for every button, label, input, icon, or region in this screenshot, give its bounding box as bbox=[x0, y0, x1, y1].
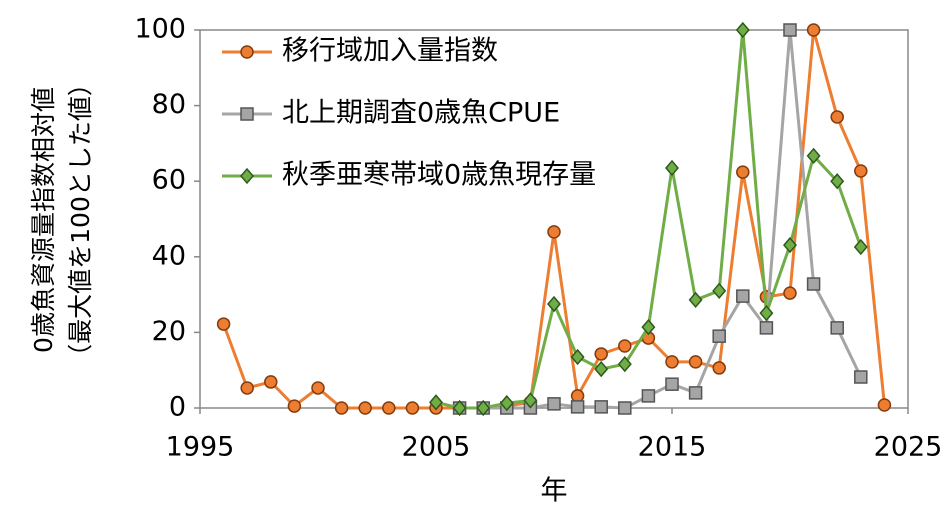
marker bbox=[712, 361, 726, 375]
marker bbox=[547, 295, 561, 313]
marker bbox=[712, 282, 727, 299]
marker bbox=[570, 389, 585, 403]
marker bbox=[735, 21, 750, 39]
marker bbox=[382, 401, 396, 415]
marker bbox=[830, 173, 845, 190]
legend-marker bbox=[240, 167, 254, 185]
marker bbox=[452, 399, 467, 417]
marker bbox=[665, 355, 679, 369]
marker bbox=[358, 401, 372, 415]
marker bbox=[736, 165, 750, 179]
marker bbox=[783, 236, 797, 254]
marker bbox=[688, 386, 703, 400]
marker bbox=[830, 321, 844, 335]
plot-frame bbox=[199, 29, 909, 409]
legend-label: 秋季亜寒帯域0歳魚現存量 bbox=[282, 160, 596, 191]
marker bbox=[759, 304, 774, 322]
y-tick-label: 20 bbox=[152, 316, 186, 347]
marker bbox=[641, 389, 656, 403]
legend-label: 移行域加入量指数 bbox=[282, 36, 498, 67]
marker bbox=[853, 238, 868, 256]
marker bbox=[216, 317, 231, 331]
marker bbox=[287, 399, 302, 413]
marker bbox=[264, 375, 278, 389]
marker bbox=[854, 370, 868, 384]
marker bbox=[783, 286, 797, 300]
marker bbox=[877, 398, 892, 412]
legend-marker bbox=[240, 107, 254, 121]
y-tick-label: 80 bbox=[152, 89, 186, 120]
marker bbox=[570, 348, 585, 366]
y-tick-label: 40 bbox=[152, 240, 186, 271]
marker bbox=[759, 321, 774, 335]
marker bbox=[617, 355, 632, 373]
marker bbox=[405, 401, 420, 415]
marker bbox=[594, 360, 609, 378]
y-tick-label: 100 bbox=[134, 14, 186, 45]
legend-marker bbox=[240, 45, 254, 59]
marker bbox=[429, 394, 443, 411]
y-axis-label: 0歳魚資源量指数相対値 bbox=[29, 87, 58, 353]
y-tick-label: 60 bbox=[152, 165, 186, 196]
marker bbox=[665, 159, 679, 177]
x-tick-label: 2015 bbox=[638, 432, 707, 463]
marker bbox=[806, 277, 821, 291]
marker bbox=[547, 225, 561, 239]
marker bbox=[523, 392, 538, 409]
marker bbox=[854, 164, 868, 178]
y-axis-label: （最大値を100とした値） bbox=[66, 71, 95, 369]
marker bbox=[736, 289, 750, 303]
marker bbox=[334, 401, 349, 415]
marker bbox=[618, 401, 632, 415]
marker bbox=[499, 394, 514, 412]
marker bbox=[618, 339, 632, 353]
marker bbox=[641, 318, 656, 336]
marker bbox=[783, 23, 797, 37]
x-axis-label: 年 bbox=[541, 476, 568, 507]
x-tick-label: 1995 bbox=[166, 432, 235, 463]
y-tick-label: 0 bbox=[169, 392, 186, 423]
marker bbox=[806, 23, 821, 37]
marker bbox=[570, 400, 585, 414]
marker bbox=[688, 291, 703, 309]
marker bbox=[594, 400, 608, 414]
x-tick-label: 2025 bbox=[874, 432, 943, 463]
marker bbox=[688, 355, 703, 369]
x-tick-label: 2005 bbox=[402, 432, 471, 463]
marker bbox=[830, 110, 844, 124]
marker bbox=[712, 329, 726, 343]
marker bbox=[240, 381, 254, 395]
marker bbox=[476, 399, 491, 417]
marker bbox=[547, 397, 561, 411]
marker bbox=[806, 147, 821, 165]
series-line bbox=[435, 29, 863, 410]
marker bbox=[311, 381, 325, 395]
marker bbox=[594, 347, 608, 361]
marker bbox=[665, 377, 679, 391]
legend-label: 北上期調査0歳魚CPUE bbox=[282, 98, 560, 129]
